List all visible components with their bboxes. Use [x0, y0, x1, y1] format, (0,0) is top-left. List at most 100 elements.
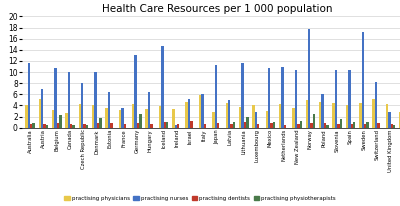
Bar: [322, 94, 324, 128]
Bar: [386, 104, 388, 128]
Bar: [268, 68, 270, 128]
Bar: [139, 114, 142, 128]
Bar: [281, 67, 284, 128]
Bar: [362, 32, 364, 128]
Bar: [279, 104, 281, 128]
Bar: [313, 114, 315, 128]
Bar: [148, 91, 150, 128]
Bar: [377, 123, 380, 128]
Bar: [217, 123, 220, 128]
Bar: [68, 72, 70, 128]
Bar: [84, 124, 86, 128]
Bar: [270, 123, 273, 128]
Bar: [134, 55, 137, 128]
Bar: [257, 124, 260, 128]
Bar: [324, 123, 326, 128]
Bar: [54, 68, 57, 128]
Bar: [350, 124, 353, 128]
Bar: [57, 123, 59, 128]
Bar: [38, 99, 41, 128]
Bar: [121, 108, 124, 128]
Bar: [244, 122, 246, 128]
Bar: [201, 94, 204, 128]
Bar: [252, 105, 255, 128]
Bar: [97, 123, 99, 128]
Bar: [72, 125, 75, 128]
Legend: practising physicians, practising nurses, practising dentists, practising physio: practising physicians, practising nurses…: [62, 194, 338, 203]
Bar: [295, 70, 297, 128]
Bar: [166, 122, 168, 128]
Bar: [46, 125, 48, 128]
Bar: [172, 109, 174, 128]
Bar: [43, 124, 46, 128]
Bar: [177, 124, 179, 128]
Bar: [65, 113, 68, 128]
Bar: [105, 108, 108, 128]
Bar: [372, 99, 375, 128]
Bar: [326, 125, 329, 128]
Bar: [119, 110, 121, 128]
Bar: [132, 104, 134, 128]
Bar: [92, 105, 94, 128]
Bar: [246, 117, 248, 128]
Bar: [353, 122, 355, 128]
Bar: [292, 108, 295, 128]
Bar: [241, 63, 244, 128]
Bar: [25, 105, 28, 128]
Bar: [150, 124, 153, 128]
Bar: [228, 100, 230, 128]
Bar: [188, 99, 190, 128]
Bar: [226, 103, 228, 128]
Bar: [70, 124, 72, 128]
Bar: [94, 72, 97, 128]
Bar: [164, 122, 166, 128]
Bar: [266, 111, 268, 128]
Bar: [273, 122, 275, 128]
Bar: [239, 107, 241, 128]
Bar: [359, 103, 362, 128]
Bar: [204, 124, 206, 128]
Bar: [364, 124, 366, 128]
Bar: [230, 124, 233, 128]
Bar: [300, 121, 302, 128]
Bar: [340, 119, 342, 128]
Bar: [146, 109, 148, 128]
Bar: [32, 123, 35, 128]
Bar: [310, 123, 313, 128]
Bar: [391, 124, 393, 128]
Bar: [388, 112, 391, 128]
Bar: [212, 112, 214, 128]
Bar: [319, 102, 322, 128]
Bar: [186, 102, 188, 128]
Bar: [375, 82, 377, 128]
Bar: [308, 29, 310, 128]
Bar: [81, 83, 84, 128]
Bar: [297, 124, 300, 128]
Bar: [393, 125, 396, 128]
Bar: [348, 70, 350, 128]
Bar: [28, 63, 30, 128]
Bar: [59, 116, 62, 128]
Bar: [284, 125, 286, 128]
Bar: [30, 124, 32, 128]
Bar: [52, 110, 54, 128]
Bar: [337, 124, 340, 128]
Title: Health Care Resources per 1 000 population: Health Care Resources per 1 000 populati…: [102, 4, 332, 14]
Bar: [399, 112, 400, 128]
Bar: [199, 95, 201, 128]
Bar: [124, 124, 126, 128]
Bar: [366, 122, 369, 128]
Bar: [159, 106, 161, 128]
Bar: [41, 89, 43, 128]
Bar: [86, 125, 88, 128]
Bar: [110, 123, 112, 128]
Bar: [137, 123, 139, 128]
Bar: [174, 125, 177, 128]
Bar: [346, 105, 348, 128]
Bar: [99, 118, 102, 128]
Bar: [161, 46, 164, 128]
Bar: [255, 112, 257, 128]
Bar: [214, 66, 217, 128]
Bar: [108, 92, 110, 128]
Bar: [233, 122, 235, 128]
